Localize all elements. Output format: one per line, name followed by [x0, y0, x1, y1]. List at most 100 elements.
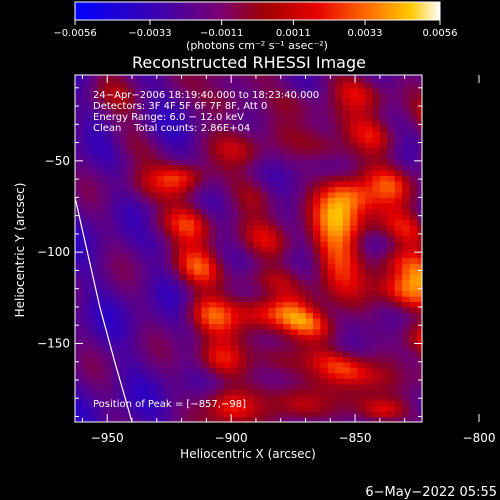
heatmap-cell	[320, 104, 329, 111]
heatmap-cell	[335, 109, 344, 116]
heatmap-cell	[275, 235, 284, 242]
heatmap-cell	[312, 339, 321, 346]
heatmap-cell	[104, 137, 113, 144]
heatmap-cell	[112, 148, 121, 155]
heatmap-cell	[156, 180, 165, 188]
heatmap-cell	[89, 164, 98, 171]
heatmap-cell	[134, 339, 143, 346]
heatmap-cell	[97, 306, 106, 314]
heatmap-cell	[394, 126, 403, 133]
heatmap-cell	[268, 159, 277, 166]
heatmap-cell	[186, 104, 195, 111]
heatmap-cell	[364, 159, 374, 166]
heatmap-cell	[238, 411, 247, 418]
heatmap-cell	[350, 164, 359, 171]
heatmap-cell	[364, 334, 374, 341]
heatmap-cell	[350, 334, 359, 341]
heatmap-cell	[283, 87, 292, 94]
heatmap-cell	[171, 389, 180, 396]
heatmap-cell	[119, 75, 128, 78]
heatmap-cell	[417, 159, 422, 166]
heatmap-cell	[97, 115, 106, 122]
heatmap-cell	[141, 268, 150, 275]
heatmap-cell	[379, 295, 388, 303]
heatmap-cell	[335, 164, 344, 171]
heatmap-cell	[327, 411, 336, 418]
heatmap-cell	[208, 317, 217, 324]
heatmap-cell	[342, 411, 351, 418]
heatmap-cell	[379, 345, 388, 352]
heatmap-cell	[156, 334, 165, 341]
heatmap-cell	[312, 186, 321, 193]
heatmap-cell	[417, 109, 422, 116]
heatmap-cell	[357, 98, 366, 105]
heatmap-cell	[82, 191, 91, 198]
heatmap-cell	[402, 389, 411, 396]
heatmap-cell	[327, 175, 336, 182]
heatmap-cell	[379, 416, 388, 422]
heatmap-cell	[379, 241, 388, 248]
heatmap-cell	[283, 164, 292, 171]
heatmap-cell	[82, 93, 91, 100]
heatmap-cell	[364, 389, 374, 396]
heatmap-cell	[320, 361, 329, 368]
heatmap-cell	[112, 356, 121, 363]
heatmap-cell	[305, 361, 314, 368]
heatmap-cell	[97, 372, 106, 379]
heatmap-cell	[127, 164, 136, 171]
heatmap-cell	[238, 383, 247, 390]
heatmap-cell	[97, 356, 106, 363]
heatmap-cell	[134, 208, 143, 215]
heatmap-cell	[82, 208, 91, 215]
heatmap-cell	[342, 339, 351, 346]
heatmap-cell	[275, 76, 284, 83]
heatmap-cell	[394, 104, 403, 111]
heatmap-cell	[82, 268, 91, 275]
heatmap-cell	[216, 246, 225, 253]
heatmap-cell	[357, 339, 366, 346]
heatmap-cell	[164, 290, 173, 297]
heatmap-cell	[201, 411, 210, 418]
heatmap-cell	[193, 372, 203, 379]
heatmap-cell	[156, 164, 165, 171]
heatmap-cell	[283, 186, 292, 193]
heatmap-cell	[156, 411, 165, 418]
heatmap-cell	[97, 367, 106, 374]
heatmap-cell	[387, 153, 396, 160]
heatmap-cell	[379, 213, 388, 220]
heatmap-cell	[149, 148, 158, 155]
heatmap-cell	[186, 290, 195, 297]
heatmap-cell	[246, 148, 255, 155]
heatmap-cell	[327, 159, 336, 166]
heatmap-cell	[327, 213, 336, 220]
heatmap-cell	[417, 186, 422, 193]
heatmap-cell	[253, 159, 262, 166]
heatmap-cell	[357, 230, 366, 237]
heatmap-cell	[186, 389, 195, 396]
heatmap-cell	[127, 159, 136, 166]
heatmap-cell	[223, 142, 232, 149]
heatmap-cell	[82, 367, 91, 374]
heatmap-cell	[305, 246, 314, 253]
heatmap-cell	[149, 93, 158, 100]
heatmap-cell	[97, 328, 106, 335]
heatmap-cell	[104, 153, 113, 160]
heatmap-cell	[379, 263, 388, 270]
heatmap-cell	[246, 323, 255, 330]
x-tick-label: −900	[215, 431, 248, 445]
heatmap-cell	[127, 241, 136, 248]
heatmap-cell	[268, 148, 277, 155]
heatmap-cell	[372, 334, 381, 341]
heatmap-cell	[164, 208, 173, 215]
heatmap-cell	[342, 180, 351, 188]
heatmap-cell	[327, 208, 336, 215]
heatmap-cell	[179, 230, 188, 237]
heatmap-cell	[305, 202, 314, 209]
heatmap-cell	[231, 213, 240, 220]
heatmap-cell	[342, 186, 351, 193]
heatmap-cell	[104, 279, 113, 286]
heatmap-cell	[246, 394, 255, 401]
heatmap-cell	[387, 416, 396, 422]
heatmap-cell	[127, 246, 136, 253]
heatmap-cell	[179, 131, 188, 138]
